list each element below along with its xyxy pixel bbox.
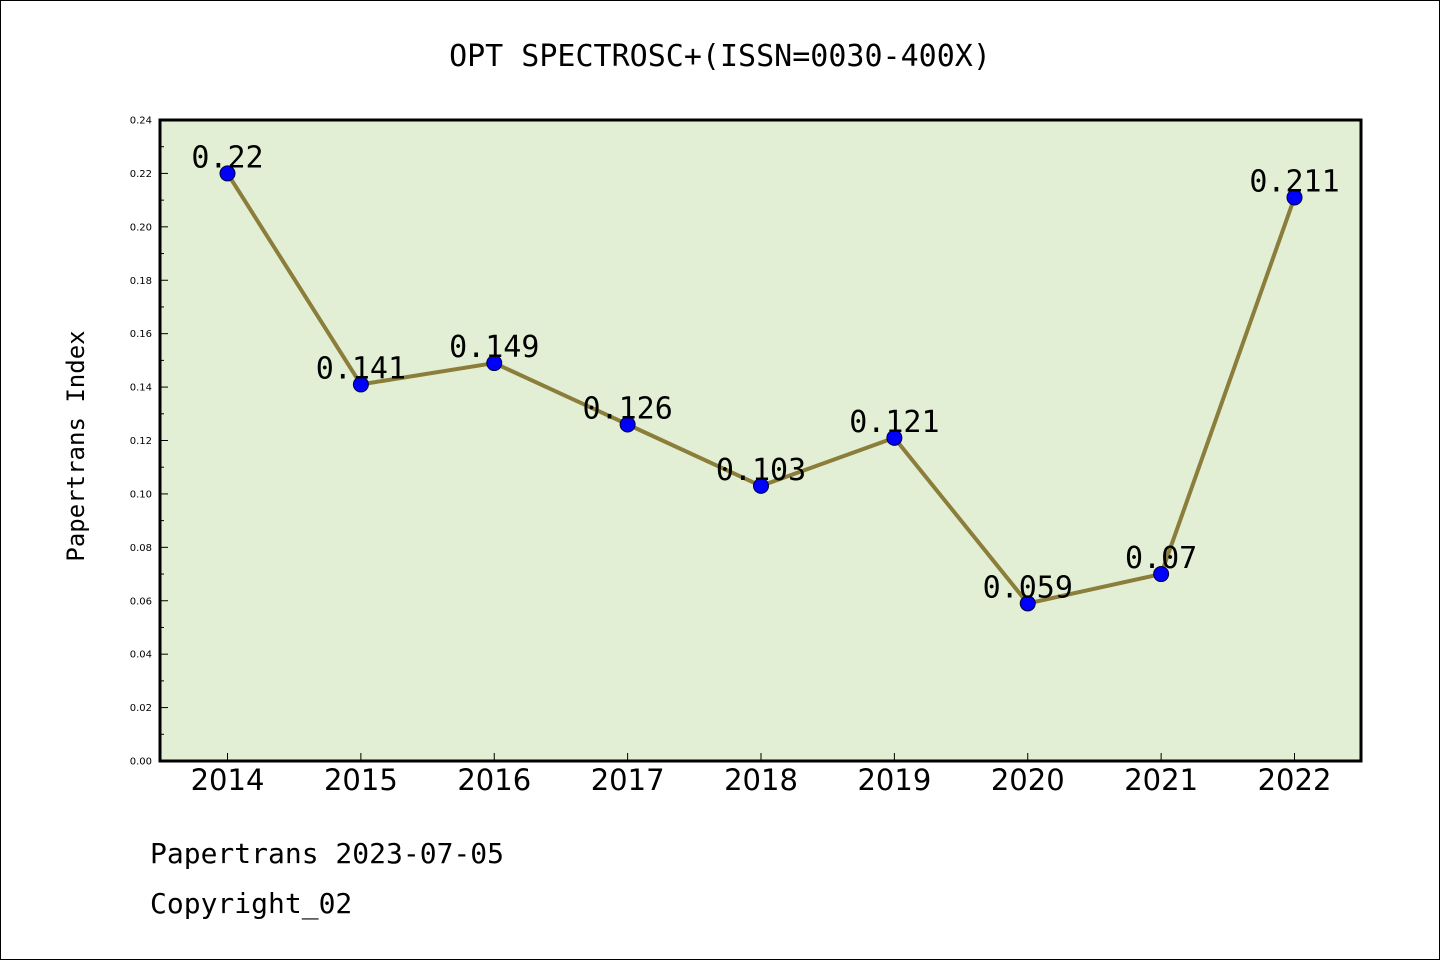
data-label: 0.149 bbox=[449, 330, 539, 365]
data-point-marker bbox=[1153, 566, 1170, 583]
y-axis-ticks: 0.00 0.02 0.04 0.06 0.08 0.10 0.12 0.14 0.16 0.18… bbox=[130, 116, 168, 768]
x-tick-label: 2018 bbox=[724, 763, 798, 797]
data-label: 0.103 bbox=[716, 453, 806, 488]
x-tick-label: 2020 bbox=[991, 763, 1065, 797]
y-axis-label: Papertrans Index bbox=[62, 330, 90, 561]
plot-area bbox=[160, 120, 1361, 761]
data-point-marker bbox=[886, 429, 903, 446]
data-label: 0.211 bbox=[1249, 164, 1339, 199]
y-tick-label: 0.14 bbox=[130, 383, 152, 394]
y-tick-label: 0.02 bbox=[130, 703, 152, 714]
y-tick-label: 0.10 bbox=[130, 489, 152, 500]
data-label: 0.22 bbox=[191, 140, 263, 175]
data-point-marker bbox=[619, 416, 636, 433]
x-tick-label: 2019 bbox=[857, 763, 931, 797]
x-tick-label: 2016 bbox=[457, 763, 531, 797]
data-label-group: 0.22 0.141 0.149 0.126 0.103 0.121 0.059 0.07 0.… bbox=[191, 140, 1339, 605]
footer-date: Papertrans 2023-07-05 bbox=[150, 837, 504, 870]
x-tick-label: 2015 bbox=[324, 763, 398, 797]
data-label: 0.126 bbox=[582, 391, 672, 426]
data-point-marker bbox=[219, 165, 236, 182]
data-point-marker bbox=[352, 376, 369, 393]
data-point-marker bbox=[1019, 595, 1036, 612]
x-axis-ticks: 2014 2015 2016 2017 2018 2019 2020 2021 2022 bbox=[191, 753, 1332, 797]
footer-copyright: Copyright_02 bbox=[150, 887, 352, 921]
y-tick-label: 0.16 bbox=[130, 329, 152, 340]
chart-title: OPT SPECTROSC+(ISSN=0030-400X) bbox=[449, 39, 991, 74]
y-tick-label: 0.20 bbox=[130, 222, 152, 233]
y-tick-label: 0.12 bbox=[130, 436, 152, 447]
marker-group bbox=[219, 165, 1303, 612]
data-label: 0.141 bbox=[316, 351, 406, 386]
x-tick-label: 2022 bbox=[1258, 763, 1332, 797]
y-tick-label: 0.06 bbox=[130, 596, 152, 607]
y-tick-label: 0.04 bbox=[130, 650, 152, 661]
data-label: 0.07 bbox=[1125, 541, 1197, 576]
data-point-marker bbox=[486, 355, 503, 372]
data-point-marker bbox=[753, 477, 769, 494]
y-tick-label: 0.00 bbox=[130, 757, 152, 768]
data-label: 0.059 bbox=[983, 570, 1073, 605]
plot-border bbox=[158, 118, 1363, 763]
x-tick-label: 2017 bbox=[591, 763, 665, 797]
data-point-marker bbox=[1286, 189, 1303, 206]
x-tick-label: 2014 bbox=[191, 763, 265, 797]
x-tick-label: 2021 bbox=[1124, 763, 1198, 797]
y-tick-label: 0.18 bbox=[130, 276, 152, 287]
y-tick-label: 0.22 bbox=[130, 169, 152, 180]
y-tick-label: 0.24 bbox=[130, 116, 152, 127]
y-tick-label: 0.08 bbox=[130, 543, 152, 554]
data-label: 0.121 bbox=[849, 405, 939, 440]
